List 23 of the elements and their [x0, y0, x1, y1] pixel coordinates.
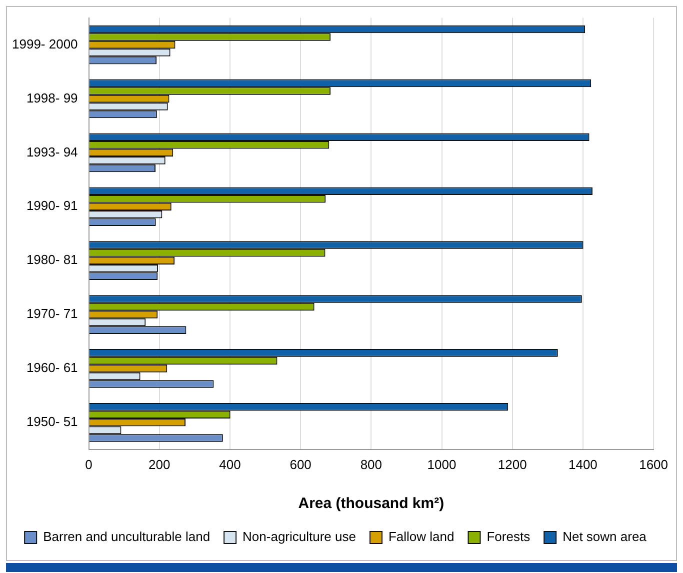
x-tick-label: 0 [85, 456, 92, 472]
y-tick-label: 1999- 2000 [12, 36, 78, 52]
legend-label: Fallow land [388, 529, 454, 544]
y-tick-label: 1950- 51 [26, 414, 78, 430]
y-tick-label: 1998- 99 [26, 90, 78, 106]
x-tick-label: 1600 [639, 456, 668, 472]
legend-label: Net sown area [562, 529, 648, 544]
x-tick-label: 800 [360, 456, 382, 472]
y-tick-label: 1993- 94 [26, 144, 78, 160]
x-tick-label: 200 [148, 456, 170, 472]
y-tick-label: 1970- 71 [26, 306, 78, 322]
x-tick-label: 1000 [427, 456, 456, 472]
y-tick-label: 1980- 81 [26, 252, 78, 268]
x-tick-label: 600 [290, 456, 312, 472]
legend-label: Non-agriculture use [242, 529, 356, 544]
x-axis-title: Area (thousand km²) [298, 495, 444, 512]
x-tick-label: 400 [219, 456, 241, 472]
y-tick-label: 1990- 91 [26, 198, 78, 214]
legend-label: Forests [486, 529, 531, 544]
x-tick-label: 1200 [498, 456, 527, 472]
x-tick-label: 1400 [568, 456, 598, 472]
y-tick-label: 1960- 61 [26, 360, 78, 376]
legend-label: Barren and unculturable land [43, 529, 210, 544]
